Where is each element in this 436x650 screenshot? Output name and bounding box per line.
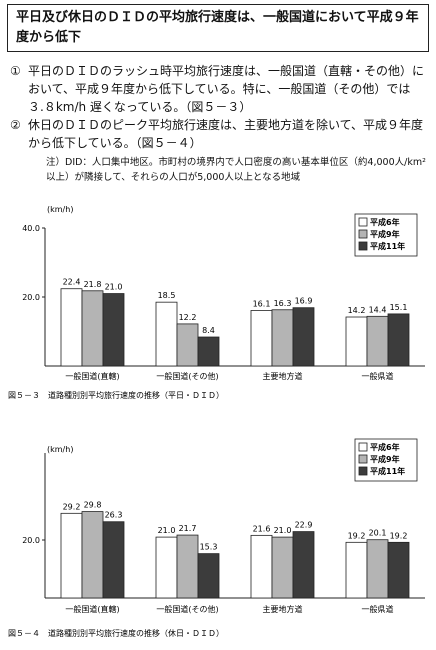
bar xyxy=(250,534,273,599)
value-label: 26.3 xyxy=(105,511,123,520)
value-label: 22.9 xyxy=(295,521,313,530)
item-marker: ② xyxy=(10,118,21,132)
value-label: 16.1 xyxy=(253,299,271,308)
legend-swatch xyxy=(358,217,368,227)
list-item: ① 平日のＤＩＤのラッシュ時平均旅行速度は、一般国道（直轄・その他）において、平… xyxy=(10,62,426,116)
legend-swatch xyxy=(358,442,368,452)
value-label: 15.3 xyxy=(200,543,218,552)
x-tick-label: 一般国道(その他) xyxy=(156,604,218,614)
bar xyxy=(81,511,104,599)
bar xyxy=(271,536,294,599)
value-label: 16.9 xyxy=(295,297,313,306)
x-tick-label: 主要地方道 xyxy=(263,604,303,614)
value-label: 29.8 xyxy=(84,501,102,510)
legend-label: 平成6年 xyxy=(370,217,400,227)
list-item: ② 休日のＤＩＤのピーク平均旅行速度は、主要地方道を除いて、平成９年度から低下し… xyxy=(10,116,426,152)
bar xyxy=(345,541,368,599)
value-label: 20.1 xyxy=(369,529,387,538)
legend-label: 平成11年 xyxy=(370,466,405,476)
chart-caption: 図５－３ 道路種別別平均旅行速度の推移（平日・ＤＩＤ） xyxy=(8,390,224,400)
value-label: 14.2 xyxy=(348,306,366,315)
bar xyxy=(345,316,368,367)
header: 平日及び休日のＤＩＤの平均旅行速度は、一般国道において平成９年度から低下 xyxy=(7,4,429,52)
chart-caption: 図５－４ 道路種別別平均旅行速度の推移（休日・ＤＩＤ） xyxy=(8,628,224,638)
legend-swatch xyxy=(358,241,368,251)
x-tick-label: 一般国道(その他) xyxy=(156,371,218,381)
bar xyxy=(81,290,104,367)
value-label: 15.1 xyxy=(390,303,408,312)
y-tick-label: 20.0 xyxy=(22,536,40,545)
value-label: 12.2 xyxy=(179,313,197,322)
y-tick-label: 20.0 xyxy=(22,293,40,302)
value-label: 19.2 xyxy=(390,531,408,540)
bar xyxy=(155,301,178,367)
value-label: 22.4 xyxy=(63,278,81,287)
bar xyxy=(250,310,273,367)
bar xyxy=(292,307,315,367)
item-text: 平日のＤＩＤのラッシュ時平均旅行速度は、一般国道（直轄・その他）において、平成９… xyxy=(28,64,425,114)
value-label: 14.4 xyxy=(369,305,387,314)
value-label: 21.0 xyxy=(274,526,292,535)
item-text: 休日のＤＩＤのピーク平均旅行速度は、主要地方道を除いて、平成９年度から低下してい… xyxy=(28,118,424,150)
bar xyxy=(387,313,410,367)
bar xyxy=(197,553,220,599)
note: 注）DID：人口集中地区。市町村の境界内で人口密度の高い基本単位区（約4,000… xyxy=(46,157,426,183)
y-axis-label: (km/h) xyxy=(47,205,73,214)
value-label: 18.5 xyxy=(158,291,176,300)
bar xyxy=(176,323,199,367)
legend-label: 平成9年 xyxy=(370,454,400,464)
bar xyxy=(102,293,125,367)
value-label: 21.6 xyxy=(253,524,271,533)
legend-label: 平成9年 xyxy=(370,229,400,239)
value-label: 16.3 xyxy=(274,299,292,308)
bar xyxy=(292,531,315,599)
bar xyxy=(155,536,178,599)
bar xyxy=(366,315,389,367)
bar xyxy=(60,512,83,599)
value-label: 21.7 xyxy=(179,524,197,533)
x-tick-label: 一般国道(直轄) xyxy=(65,371,119,381)
legend-label: 平成6年 xyxy=(370,442,400,452)
value-label: 21.0 xyxy=(105,283,123,292)
value-label: 19.2 xyxy=(348,531,366,540)
bar xyxy=(176,534,199,599)
value-label: 21.0 xyxy=(158,526,176,535)
bar xyxy=(60,288,83,367)
legend-label: 平成11年 xyxy=(370,241,405,251)
x-tick-label: 一般国道(直轄) xyxy=(65,604,119,614)
legend-swatch xyxy=(358,454,368,464)
value-label: 21.8 xyxy=(84,280,102,289)
item-marker: ① xyxy=(10,64,21,78)
bar xyxy=(366,539,389,599)
legend-swatch xyxy=(358,229,368,239)
bar xyxy=(197,336,220,367)
legend-swatch xyxy=(358,466,368,476)
x-tick-label: 主要地方道 xyxy=(263,371,303,381)
value-label: 29.2 xyxy=(63,502,81,511)
bar xyxy=(387,541,410,599)
y-tick-label: 40.0 xyxy=(22,224,40,233)
bar xyxy=(102,521,125,599)
bar xyxy=(271,309,294,367)
y-axis-label: (km/h) xyxy=(47,445,73,454)
value-label: 8.4 xyxy=(202,326,215,335)
x-tick-label: 一般県道 xyxy=(362,371,394,381)
x-tick-label: 一般県道 xyxy=(362,604,394,614)
